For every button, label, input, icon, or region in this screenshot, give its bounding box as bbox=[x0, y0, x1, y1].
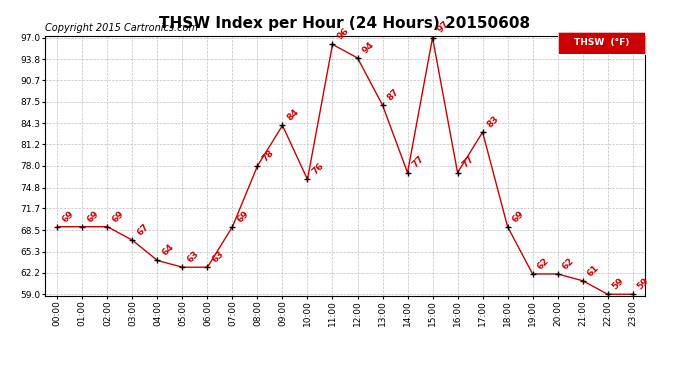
Text: 77: 77 bbox=[411, 154, 426, 170]
Text: 84: 84 bbox=[285, 107, 301, 123]
Text: 63: 63 bbox=[210, 249, 226, 264]
Text: 59: 59 bbox=[611, 276, 626, 291]
Text: 69: 69 bbox=[85, 209, 101, 224]
Text: 67: 67 bbox=[135, 222, 150, 237]
Text: 87: 87 bbox=[385, 87, 401, 102]
Text: 69: 69 bbox=[511, 209, 526, 224]
Title: THSW Index per Hour (24 Hours) 20150608: THSW Index per Hour (24 Hours) 20150608 bbox=[159, 15, 531, 30]
Text: 96: 96 bbox=[335, 26, 351, 42]
Text: 76: 76 bbox=[310, 161, 326, 177]
Text: 59: 59 bbox=[635, 276, 651, 291]
Text: 69: 69 bbox=[235, 209, 250, 224]
Text: 83: 83 bbox=[485, 114, 500, 129]
Text: 69: 69 bbox=[60, 209, 75, 224]
Text: 62: 62 bbox=[560, 256, 575, 271]
Text: 97: 97 bbox=[435, 20, 451, 35]
Text: Copyright 2015 Cartronics.com: Copyright 2015 Cartronics.com bbox=[45, 23, 198, 33]
Text: 62: 62 bbox=[535, 256, 551, 271]
Text: 64: 64 bbox=[160, 242, 175, 258]
Text: 69: 69 bbox=[110, 209, 126, 224]
Text: 77: 77 bbox=[460, 154, 475, 170]
Text: 61: 61 bbox=[585, 263, 600, 278]
Text: 78: 78 bbox=[260, 148, 275, 163]
Text: 94: 94 bbox=[360, 40, 375, 55]
Text: 63: 63 bbox=[185, 249, 200, 264]
